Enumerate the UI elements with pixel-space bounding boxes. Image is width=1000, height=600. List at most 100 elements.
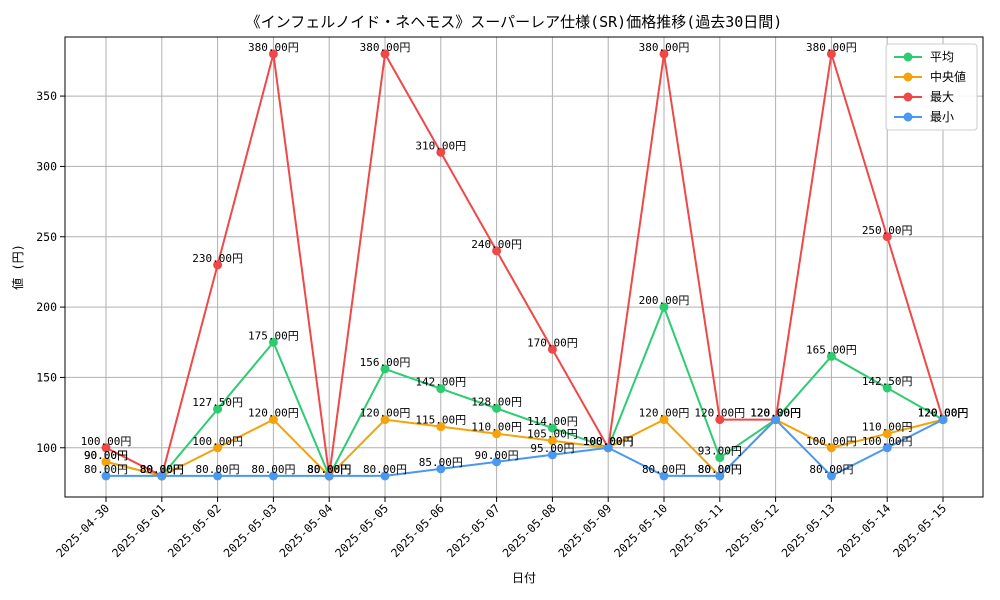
data-point (547, 436, 557, 446)
data-label: 120.00円 (750, 407, 801, 420)
data-point (882, 232, 892, 242)
legend-box (885, 43, 978, 131)
data-label: 80.00円 (307, 463, 351, 476)
data-label: 156.00円 (360, 356, 411, 369)
data-label: 85.00円 (419, 456, 463, 469)
data-point (826, 471, 836, 481)
data-label: 80.00円 (307, 463, 351, 476)
data-point (324, 471, 334, 481)
data-label: 120.00円 (918, 407, 969, 420)
data-label: 90.00円 (475, 449, 519, 462)
data-label: 114.00円 (527, 415, 578, 428)
data-point (882, 443, 892, 453)
data-point (380, 49, 390, 59)
data-label: 80.00円 (251, 463, 295, 476)
data-point (826, 49, 836, 59)
data-label: 100.00円 (192, 435, 243, 448)
legend-marker (903, 92, 913, 102)
data-point (659, 471, 669, 481)
data-label: 100.00円 (583, 435, 634, 448)
data-label: 250.00円 (862, 224, 913, 237)
data-point (213, 471, 223, 481)
grid (65, 37, 983, 497)
data-label: 90.00円 (84, 449, 128, 462)
data-point (157, 471, 167, 481)
data-label: 240.00円 (471, 238, 522, 251)
data-point (715, 453, 725, 463)
x-tick-label: 2025-04-30 (53, 501, 112, 560)
legend-marker (903, 52, 913, 62)
data-point (436, 384, 446, 394)
data-label: 175.00円 (248, 329, 299, 342)
y-tick-label: 100 (36, 441, 57, 455)
chart-title: 《インフェルノイド・ネヘモス》スーパーレア仕様(SR)価格推移(過去30日間) (246, 13, 783, 31)
data-label: 120.00円 (694, 407, 745, 420)
data-label: 120.00円 (750, 407, 801, 420)
y-axis-label: 値 (円) (10, 244, 25, 290)
data-label: 100.00円 (583, 435, 634, 448)
data-point (938, 415, 948, 425)
data-label: 80.00円 (642, 463, 686, 476)
plot-area (64, 36, 984, 498)
y-tick-label: 200 (36, 300, 57, 314)
data-point (436, 422, 446, 432)
x-tick-label: 2025-05-15 (890, 501, 949, 560)
series-line (105, 304, 944, 479)
data-label: 95.00円 (530, 442, 574, 455)
data-point (547, 423, 557, 433)
x-axis-label: 日付 (512, 571, 536, 585)
data-point (436, 147, 446, 157)
data-label: 100.00円 (583, 435, 634, 448)
data-label: 120.00円 (639, 407, 690, 420)
data-point (882, 383, 892, 393)
data-label: 105.00円 (527, 428, 578, 441)
data-label: 380.00円 (360, 41, 411, 54)
data-label: 80.00円 (140, 463, 184, 476)
data-point (380, 471, 390, 481)
data-point (492, 403, 502, 413)
data-point (492, 246, 502, 256)
x-tick-label: 2025-05-10 (611, 501, 670, 560)
data-point (101, 443, 111, 453)
data-label: 110.00円 (471, 421, 522, 434)
data-label: 120.00円 (750, 407, 801, 420)
x-tick-label: 2025-05-14 (834, 501, 893, 560)
data-label: 120.00円 (750, 407, 801, 420)
legend-marker (903, 72, 913, 82)
data-label: 80.00円 (196, 463, 240, 476)
x-tick-label: 2025-05-09 (555, 501, 614, 560)
data-label: 115.00円 (415, 414, 466, 427)
data-point (101, 457, 111, 467)
data-point (659, 415, 669, 425)
data-label: 80.00円 (698, 463, 742, 476)
x-tick-label: 2025-05-13 (779, 501, 838, 560)
data-point (380, 415, 390, 425)
data-label: 128.00円 (471, 395, 522, 408)
legend-label: 中央値 (930, 69, 966, 84)
data-label: 100.00円 (81, 435, 132, 448)
data-label: 120.00円 (918, 407, 969, 420)
data-label: 100.00円 (583, 435, 634, 448)
x-tick-label: 2025-05-04 (276, 501, 335, 560)
x-tick-label: 2025-05-06 (388, 501, 447, 560)
data-label: 142.50円 (862, 375, 913, 388)
data-label: 127.50円 (192, 396, 243, 409)
data-label: 380.00円 (806, 41, 857, 54)
legend-label: 最大 (930, 90, 954, 104)
data-label: 120.00円 (360, 407, 411, 420)
data-label: 380.00円 (639, 41, 690, 54)
data-label: 80.00円 (140, 463, 184, 476)
data-point (771, 415, 781, 425)
data-point (547, 450, 557, 460)
data-point (826, 443, 836, 453)
x-tick-label: 2025-05-05 (332, 501, 391, 560)
x-tick-label: 2025-05-07 (444, 501, 503, 560)
data-label: 110.00円 (862, 421, 913, 434)
data-label: 165.00円 (806, 343, 857, 356)
data-point (268, 337, 278, 347)
y-tick-label: 300 (36, 159, 57, 173)
series-group (101, 49, 948, 481)
x-tick-label: 2025-05-01 (109, 501, 168, 560)
